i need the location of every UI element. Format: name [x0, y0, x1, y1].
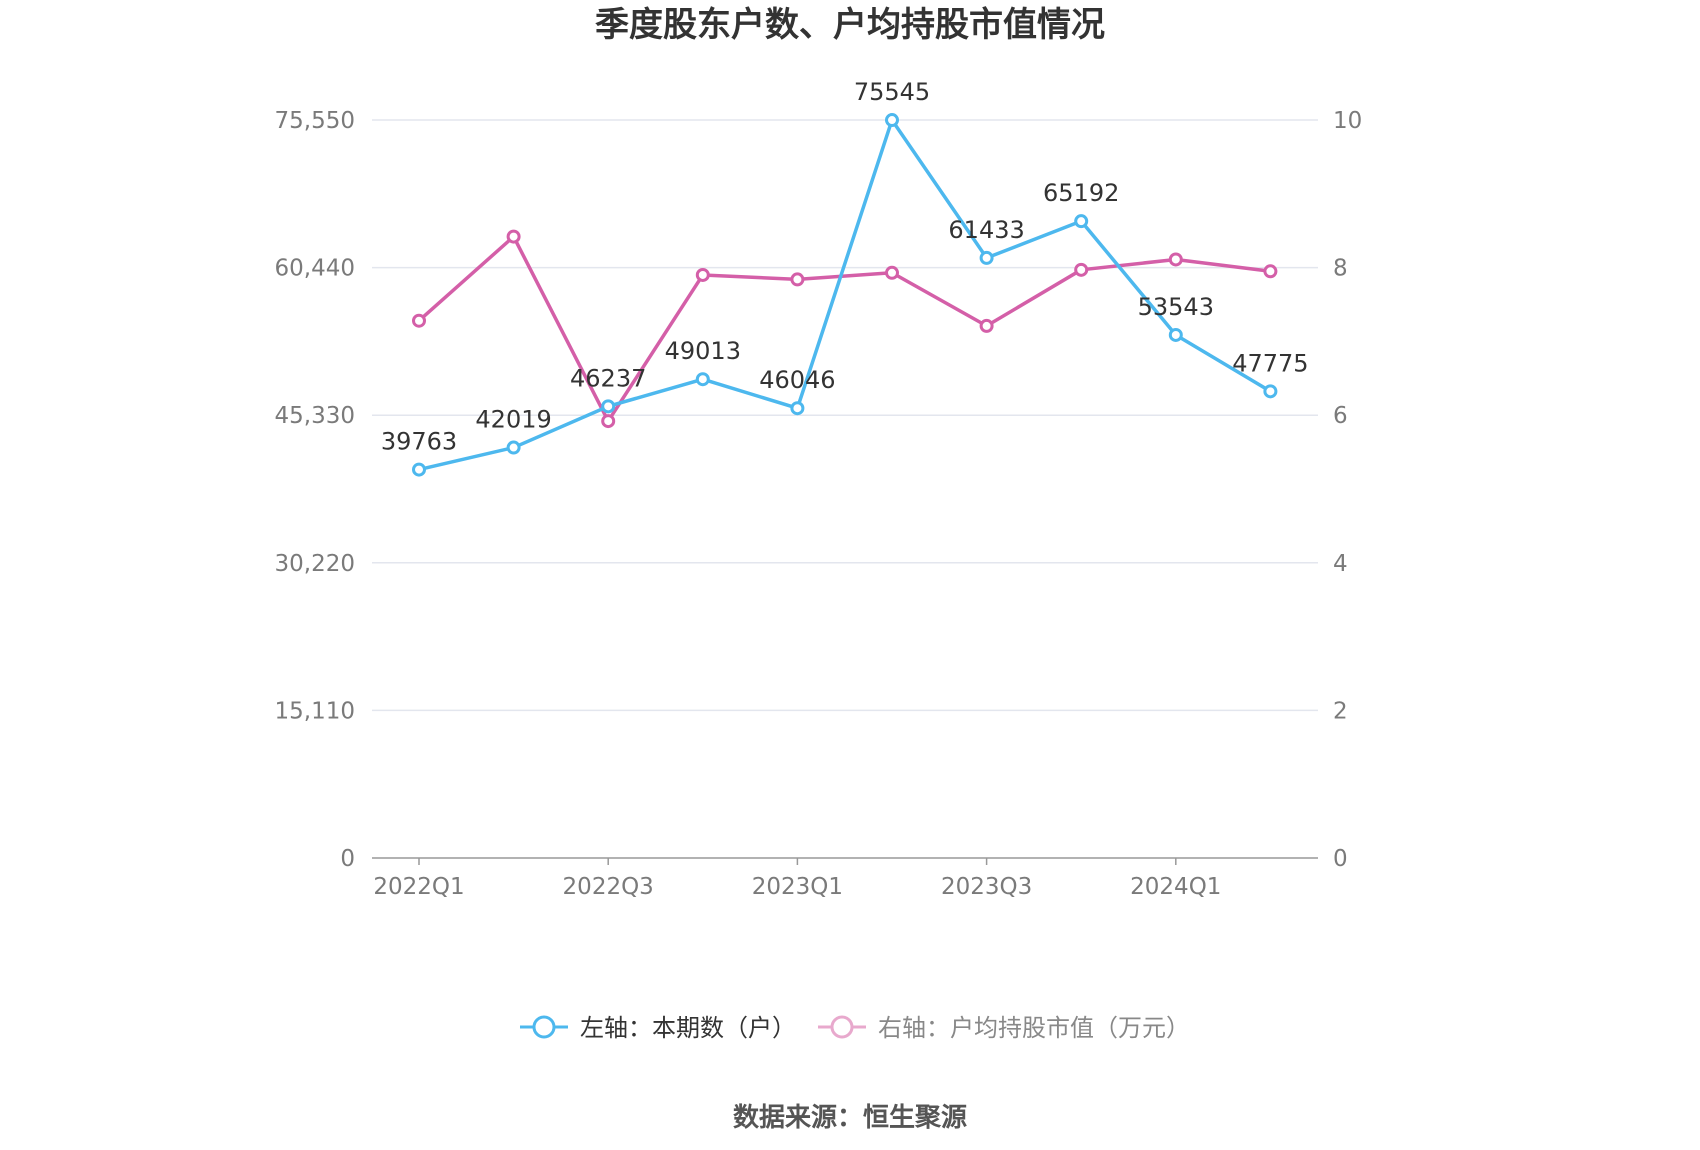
series-1-point[interactable] — [1263, 384, 1278, 399]
series-1-point[interactable] — [1074, 214, 1089, 229]
right-axis-tick-label: 6 — [1333, 403, 1348, 429]
series-1-data-label: 75545 — [854, 78, 930, 106]
left-axis-tick-label: 15,110 — [275, 698, 355, 724]
series-layer — [412, 113, 1278, 477]
axis-layer: 0 0 15,110 2 30,220 4 45,330 6 60,440 8 75,550 10 20… — [275, 108, 1363, 900]
right-axis-tick-label: 2 — [1333, 698, 1348, 724]
series-1-data-label: 47775 — [1232, 349, 1308, 377]
series-1-point[interactable] — [506, 440, 521, 455]
series-2-point[interactable] — [1263, 264, 1278, 279]
series-1-point[interactable] — [790, 401, 805, 416]
series-1-data-label: 53543 — [1138, 293, 1214, 321]
left-axis-tick-label: 30,220 — [275, 551, 355, 577]
x-axis-tick-label: 2024Q1 — [1130, 874, 1221, 900]
series-2-point[interactable] — [412, 313, 426, 328]
right-axis-tick-label: 8 — [1333, 256, 1348, 282]
left-axis-tick-label: 0 — [340, 846, 355, 872]
series-1-point[interactable] — [1168, 327, 1183, 342]
right-axis-tick-label: 0 — [1333, 846, 1348, 872]
legend-series1-label: 左轴：本期数（户） — [580, 1014, 796, 1042]
x-axis-tick-label: 2022Q1 — [373, 874, 464, 900]
series-2-point[interactable] — [979, 318, 994, 333]
left-axis-tick-label: 60,440 — [275, 256, 355, 282]
series-1-point[interactable] — [601, 399, 616, 414]
series-1-point[interactable] — [412, 462, 426, 477]
legend-series1-circle-icon — [532, 1015, 556, 1039]
legend-series2-label: 右轴：户均持股市值（万元） — [878, 1014, 1190, 1042]
series-1-data-label: 42019 — [475, 406, 551, 434]
right-axis-tick-label: 10 — [1333, 108, 1362, 134]
series-1-point[interactable] — [885, 113, 899, 128]
series-1-data-label: 49013 — [665, 337, 741, 365]
series-1-point[interactable] — [979, 250, 994, 265]
x-axis-tick-label: 2023Q1 — [752, 874, 843, 900]
series-1-data-label: 46237 — [570, 364, 646, 392]
chart-title: 季度股东户数、户均持股市值情况 — [595, 5, 1105, 45]
data-source: 数据来源：恒生聚源 — [733, 1103, 967, 1133]
series-2-point[interactable] — [601, 414, 616, 429]
legend[interactable]: 左轴：本期数（户） 右轴：户均持股市值（万元） — [520, 1014, 1190, 1042]
series-1-data-label: 39763 — [381, 428, 457, 456]
series-1-point[interactable] — [695, 372, 710, 387]
series-1-data-label: 46046 — [759, 366, 835, 394]
legend-series2-circle-icon — [830, 1015, 854, 1039]
left-axis-tick-label: 75,550 — [275, 108, 355, 134]
series-2-point[interactable] — [695, 267, 710, 282]
series-2-point[interactable] — [506, 229, 521, 244]
series-2-point[interactable] — [885, 265, 899, 280]
series-2-line — [417, 234, 1271, 423]
x-axis-tick-label: 2022Q3 — [563, 874, 654, 900]
left-axis-tick-label: 45,330 — [275, 403, 355, 429]
series-1-line — [418, 118, 1272, 472]
series-1-data-label: 61433 — [948, 216, 1024, 244]
series-1-data-label: 65192 — [1043, 179, 1119, 207]
data-label-layer: 39763 42019 46237 49013 46046 75545 61433 65192… — [381, 78, 1309, 456]
series-2-point[interactable] — [1168, 252, 1183, 267]
legend-item-series2[interactable]: 右轴：户均持股市值（万元） — [818, 1014, 1190, 1042]
right-axis-tick-label: 4 — [1333, 551, 1348, 577]
series-2-point[interactable] — [1074, 262, 1089, 277]
legend-item-series1[interactable]: 左轴：本期数（户） — [520, 1014, 796, 1042]
x-axis-tick-label: 2023Q3 — [941, 874, 1032, 900]
series-2-point[interactable] — [790, 272, 805, 287]
